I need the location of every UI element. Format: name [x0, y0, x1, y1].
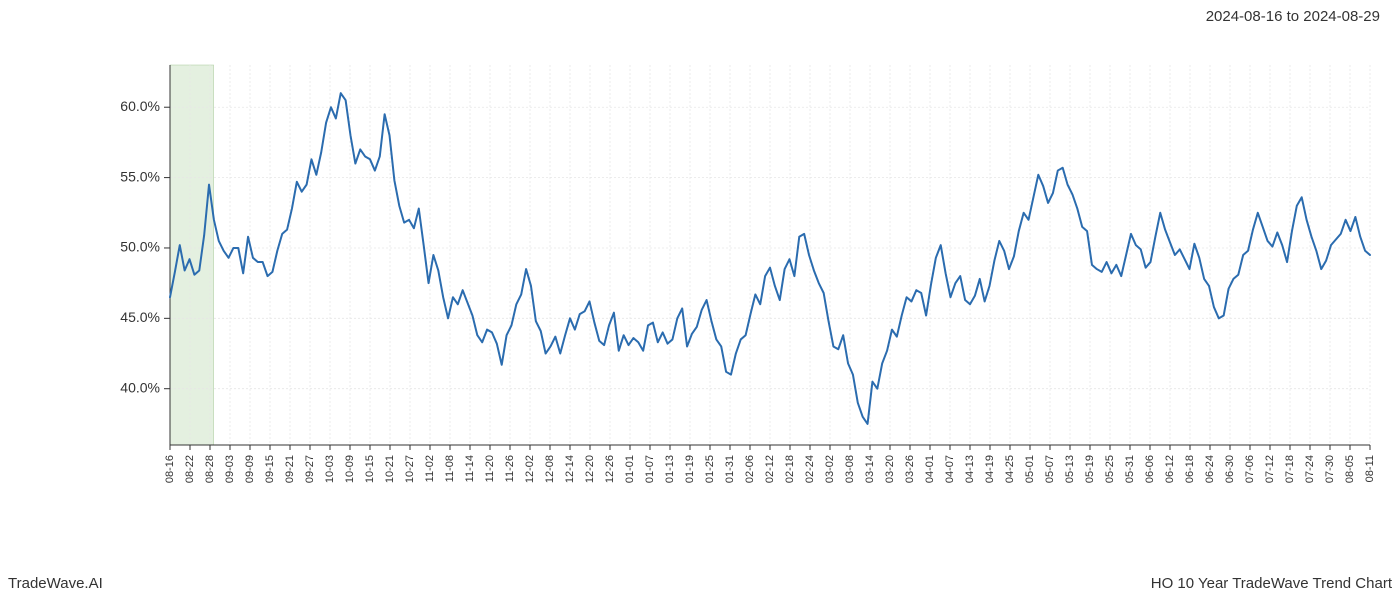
svg-text:05-07: 05-07	[1044, 455, 1056, 483]
svg-text:10-27: 10-27	[404, 455, 416, 483]
svg-text:11-26: 11-26	[504, 455, 516, 482]
svg-text:10-09: 10-09	[344, 455, 356, 483]
svg-text:03-02: 03-02	[824, 455, 836, 483]
svg-text:01-25: 01-25	[704, 455, 716, 483]
svg-text:12-20: 12-20	[584, 455, 596, 483]
svg-text:03-26: 03-26	[904, 455, 916, 483]
svg-text:11-02: 11-02	[424, 455, 436, 482]
svg-text:02-06: 02-06	[744, 455, 756, 483]
svg-text:07-18: 07-18	[1284, 455, 1296, 483]
svg-text:01-13: 01-13	[664, 455, 676, 483]
svg-text:08-11: 08-11	[1364, 455, 1376, 482]
svg-text:08-28: 08-28	[204, 455, 216, 483]
svg-text:10-15: 10-15	[364, 455, 376, 483]
svg-text:10-21: 10-21	[384, 455, 396, 483]
chart-title: HO 10 Year TradeWave Trend Chart	[1151, 575, 1392, 592]
svg-text:40.0%: 40.0%	[120, 379, 160, 395]
date-range-label: 2024-08-16 to 2024-08-29	[1206, 8, 1380, 25]
svg-text:60.0%: 60.0%	[120, 98, 160, 114]
svg-text:07-06: 07-06	[1244, 455, 1256, 483]
svg-text:11-14: 11-14	[464, 455, 476, 482]
svg-text:12-26: 12-26	[604, 455, 616, 483]
svg-text:05-31: 05-31	[1124, 455, 1136, 483]
svg-text:04-19: 04-19	[984, 455, 996, 483]
svg-text:10-03: 10-03	[324, 455, 336, 483]
trend-chart: 40.0% 45.0% 50.0% 55.0% 60.0% 08-16 08-22 08-28…	[80, 55, 1380, 530]
svg-text:12-14: 12-14	[564, 455, 576, 483]
svg-text:11-20: 11-20	[484, 455, 496, 482]
svg-text:06-12: 06-12	[1164, 455, 1176, 483]
svg-text:04-01: 04-01	[924, 455, 936, 483]
svg-text:03-14: 03-14	[864, 455, 876, 483]
svg-text:06-18: 06-18	[1184, 455, 1196, 483]
svg-text:03-08: 03-08	[844, 455, 856, 483]
svg-text:01-19: 01-19	[684, 455, 696, 483]
svg-text:09-21: 09-21	[284, 455, 296, 483]
chart-svg: 40.0% 45.0% 50.0% 55.0% 60.0% 08-16 08-22 08-28…	[80, 55, 1380, 530]
svg-text:02-12: 02-12	[764, 455, 776, 483]
svg-text:09-15: 09-15	[264, 455, 276, 483]
svg-text:08-05: 08-05	[1344, 455, 1356, 483]
brand-label: TradeWave.AI	[8, 575, 103, 592]
svg-text:08-22: 08-22	[184, 455, 196, 483]
svg-text:07-30: 07-30	[1324, 455, 1336, 483]
svg-text:01-31: 01-31	[724, 455, 736, 483]
svg-text:12-02: 12-02	[524, 455, 536, 483]
svg-text:04-13: 04-13	[964, 455, 976, 483]
svg-text:07-12: 07-12	[1264, 455, 1276, 483]
svg-text:55.0%: 55.0%	[120, 168, 160, 184]
svg-text:09-27: 09-27	[304, 455, 316, 483]
svg-text:11-08: 11-08	[444, 455, 456, 482]
svg-text:04-25: 04-25	[1004, 455, 1016, 483]
svg-text:09-03: 09-03	[224, 455, 236, 483]
svg-text:02-24: 02-24	[804, 455, 816, 483]
svg-text:02-18: 02-18	[784, 455, 796, 483]
svg-text:08-16: 08-16	[164, 455, 176, 483]
svg-text:05-25: 05-25	[1104, 455, 1116, 483]
svg-text:04-07: 04-07	[944, 455, 956, 483]
svg-text:01-07: 01-07	[644, 455, 656, 483]
svg-text:09-09: 09-09	[244, 455, 256, 483]
svg-text:50.0%: 50.0%	[120, 239, 160, 255]
svg-text:05-19: 05-19	[1084, 455, 1096, 483]
svg-text:12-08: 12-08	[544, 455, 556, 483]
svg-text:01-01: 01-01	[624, 455, 636, 483]
svg-text:05-01: 05-01	[1024, 455, 1036, 483]
svg-text:06-30: 06-30	[1224, 455, 1236, 483]
svg-text:06-24: 06-24	[1204, 455, 1216, 483]
svg-text:06-06: 06-06	[1144, 455, 1156, 483]
svg-text:07-24: 07-24	[1304, 455, 1316, 483]
svg-text:45.0%: 45.0%	[120, 309, 160, 325]
svg-text:03-20: 03-20	[884, 455, 896, 483]
svg-text:05-13: 05-13	[1064, 455, 1076, 483]
